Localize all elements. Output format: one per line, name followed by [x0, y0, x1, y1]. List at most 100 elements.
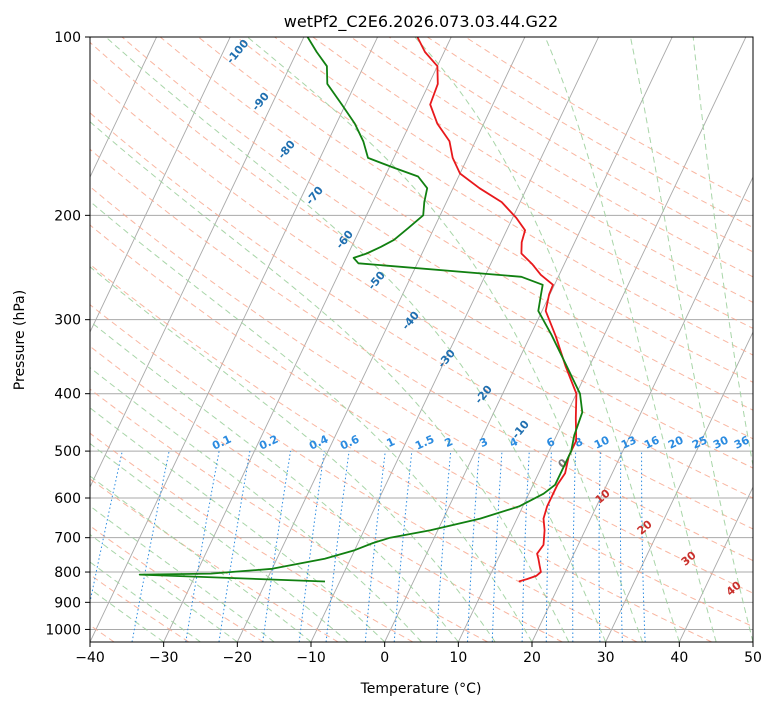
plot-frame: [89, 36, 754, 643]
mixing-ratio-label: 1: [385, 435, 397, 450]
dry-adiabat-line: [90, 186, 753, 594]
moist-adiabat-line: [544, 37, 717, 642]
mixing-ratio-line: [262, 451, 291, 642]
mixing-ratio-line: [467, 451, 480, 642]
line-labels: -100-90-80-70-60-50-40-30-20-100.1 0.2 0.4…: [210, 37, 752, 599]
y-tick-label: 300: [54, 313, 81, 329]
x-tick-label: 10: [449, 650, 467, 666]
temperature-profile-line: [416, 37, 578, 583]
mixing-ratio-line: [185, 451, 220, 642]
moist-adiabat-line: [90, 200, 533, 642]
mixing-ratio-line: [298, 451, 325, 642]
x-tick-label: 50: [744, 650, 762, 666]
mixing-ratio-label: 0.6: [338, 432, 361, 452]
moist-adiabat-line: [90, 366, 422, 642]
dry-adiabats: [90, 37, 753, 642]
moist-adiabat-line: [90, 121, 570, 642]
mixing-ratio-line: [435, 451, 452, 642]
dry-adiabat-line: [121, 37, 753, 440]
dry-adiabat-line: [90, 388, 488, 642]
x-axis: −40 −30 −20 −10 0 10 20 30 40 50: [75, 642, 762, 666]
mixing-ratio-label: 0.4: [307, 432, 330, 452]
y-tick-label: 100: [54, 30, 81, 46]
mixing-ratio-line: [393, 451, 413, 642]
dry-adiabat-line: [90, 478, 339, 642]
mixing-ratio-line: [545, 451, 552, 642]
moist-adiabat-line: [90, 533, 238, 642]
y-axis: 100 200 300 400 500 600 700 800 900 1000: [45, 30, 90, 638]
dry-adiabat-label: -60: [333, 228, 356, 252]
moist-adiabat-line: [414, 37, 680, 642]
x-tick-label: −40: [75, 650, 105, 666]
moist-adiabat-label: 10: [593, 486, 613, 506]
mixing-ratio-label: 3: [478, 435, 490, 450]
dry-adiabat-line: [90, 345, 563, 642]
mixing-ratio-label: 36: [732, 433, 752, 451]
x-tick-label: 30: [597, 650, 615, 666]
mixing-ratio-lines: [90, 450, 646, 642]
dry-adiabat-line: [90, 41, 753, 469]
x-tick-label: 0: [380, 650, 389, 666]
mixing-ratio-label: 25: [690, 433, 709, 451]
mixing-ratio-line: [641, 451, 646, 642]
dry-adiabat-label: -30: [435, 347, 458, 371]
dewpoint-profile-line: [138, 37, 584, 583]
sounding-lines: [138, 37, 584, 583]
y-tick-label: 200: [54, 208, 81, 224]
dry-adiabat-line: [465, 37, 753, 205]
mixing-ratio-line: [364, 451, 386, 642]
y-tick-label: 700: [54, 531, 81, 547]
isotherm-line: [531, 176, 753, 642]
horizontal-grid: [90, 37, 753, 630]
moist-adiabat-line: [692, 37, 753, 469]
isotherm-line: [752, 640, 753, 642]
dry-adiabat-label: -70: [303, 184, 326, 208]
y-tick-label: 1000: [45, 622, 81, 638]
moist-adiabat-line: [90, 442, 349, 642]
dry-adiabat-line: [312, 37, 753, 303]
isotherms: [90, 37, 753, 642]
isotherm-line: [310, 37, 600, 642]
isotherm-line: [90, 37, 231, 334]
mixing-ratio-line: [619, 451, 623, 642]
moist-adiabat-line: [90, 505, 275, 642]
dry-adiabat-line: [159, 37, 753, 411]
x-tick-label: −30: [149, 650, 179, 666]
dry-adiabat-line: [236, 37, 753, 356]
x-tick-label: 40: [670, 650, 688, 666]
y-tick-label: 800: [54, 565, 81, 581]
mixing-ratio-line: [325, 451, 350, 642]
dry-adiabat-line: [350, 37, 753, 278]
mixing-ratio-line: [572, 451, 577, 642]
dry-adiabat-line: [274, 37, 753, 329]
isotherm-line: [678, 485, 753, 642]
plot-area: -100-90-80-70-60-50-40-30-20-100.1 0.2 0.4…: [90, 37, 753, 642]
y-tick-label: 600: [54, 491, 81, 507]
isotherm-line: [90, 37, 158, 179]
dry-adiabat-line: [90, 112, 753, 530]
dry-adiabat-line: [90, 574, 190, 642]
x-tick-label: −10: [296, 650, 326, 666]
dry-adiabat-line: [90, 304, 638, 642]
x-tick-label: −20: [223, 650, 253, 666]
dry-adiabat-line: [90, 263, 712, 642]
moist-adiabat-line: [90, 588, 164, 642]
isotherm-line: [90, 37, 305, 489]
dry-adiabat-line: [90, 76, 753, 499]
isotherm-line: [90, 37, 379, 642]
y-tick-label: 900: [54, 595, 81, 611]
dry-adiabat-line: [90, 432, 414, 642]
y-axis-label: Pressure (hPa): [12, 290, 28, 390]
mixing-ratio-line: [598, 451, 601, 642]
y-tick-label: 400: [54, 387, 81, 403]
mixing-ratio-line: [218, 451, 251, 642]
mixing-ratio-label: 0.1: [210, 433, 233, 453]
mixing-ratio-label: 20: [666, 433, 686, 451]
moist-adiabat-line: [90, 561, 201, 642]
moist-adiabat-line: [105, 37, 607, 642]
mixing-ratio-label: 1.5: [413, 433, 436, 453]
mixing-ratio-label: 0.2: [257, 433, 280, 453]
mixing-ratio-line: [491, 451, 503, 642]
mixing-ratio-label: 13: [619, 433, 638, 451]
